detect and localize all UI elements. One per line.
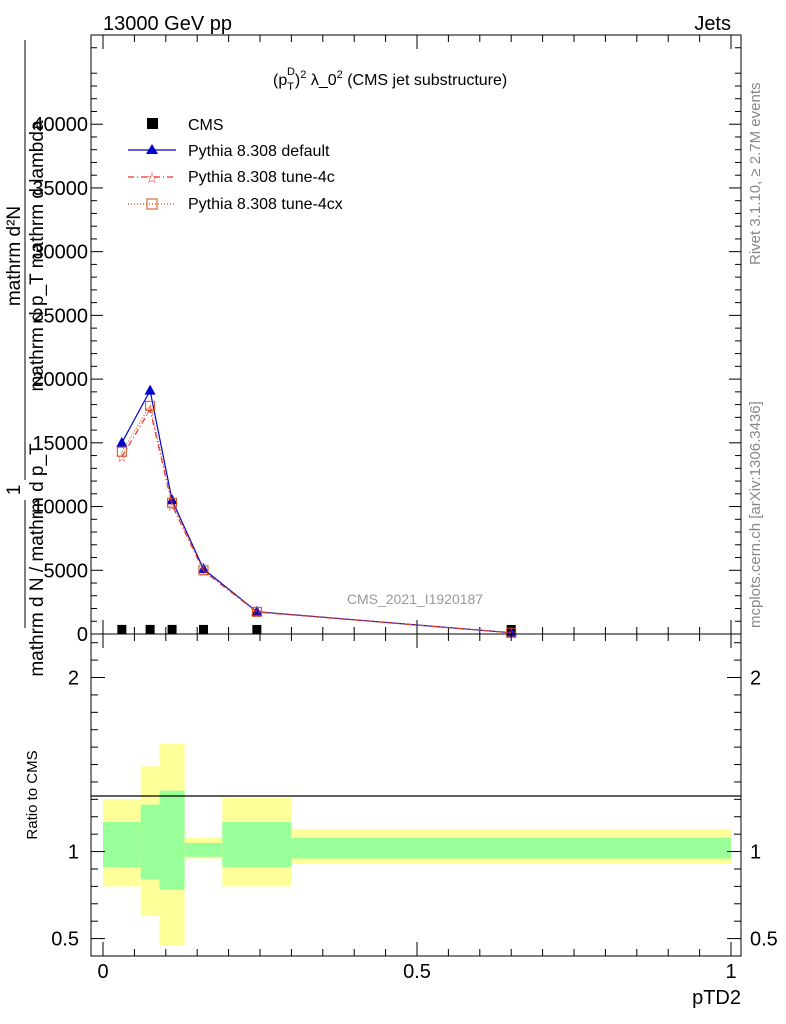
- ratio-ytick-label-right: 2: [750, 668, 761, 690]
- data-point-default: [251, 605, 263, 616]
- series-layer: ☆☆☆☆☆☆: [116, 384, 517, 641]
- data-point-tune4c: ☆: [144, 402, 157, 418]
- ratio-y-axis: 0.5 0.5 1 1 2 2: [51, 642, 778, 951]
- header-right: Jets: [694, 13, 731, 35]
- series-line-default: [121, 388, 512, 634]
- data-point-tune4cx: [145, 400, 156, 411]
- ratio-band-inner: [184, 842, 223, 857]
- ratio-ytick-label: 1: [68, 842, 79, 864]
- ratio-x-axis: 0 0.5 1: [97, 634, 737, 983]
- ratio-band-inner: [103, 821, 141, 868]
- analysis-watermark: CMS_2021_I1920187: [347, 591, 483, 607]
- ratio-ytick-label-right: 1: [750, 842, 761, 864]
- ratio-band-inner: [159, 790, 185, 890]
- data-point-cms: [252, 624, 262, 634]
- legend-marker-tune4c: ☆: [145, 170, 158, 187]
- data-point-tune4cx: [251, 606, 262, 617]
- ratio-bands: [103, 743, 731, 946]
- legend-marker-default: [146, 144, 158, 154]
- rivet-version-label: Rivet 3.1.10, ≥ 2.7M events: [747, 83, 764, 266]
- legend-label-cms: CMS: [188, 117, 224, 134]
- main-plot: 0 5000 10000 15000 20000 25000 30000 35000 40000…: [32, 34, 742, 646]
- ratio-band-inner: [291, 837, 731, 859]
- main-ytick-label: 30000: [32, 242, 88, 264]
- data-point-tune4cx: [116, 446, 127, 457]
- main-ytick-label: 35000: [32, 178, 88, 200]
- data-point-default: [197, 563, 209, 574]
- data-point-cms: [167, 624, 177, 634]
- ylabel-prefactor-num: 1: [4, 485, 25, 496]
- ratio-ytick-label: 2: [68, 668, 79, 690]
- series-cms: [117, 624, 516, 634]
- xtick-label: 0.5: [403, 961, 431, 983]
- ylabel-denominator: mathrm d p_T mathrm d lambda: [27, 120, 48, 391]
- ratio-band-inner: [140, 804, 160, 880]
- data-point-cms: [145, 624, 155, 634]
- legend-marker-tune4cx: [146, 198, 158, 210]
- data-point-cms: [117, 624, 127, 634]
- data-point-tune4cx: [167, 497, 178, 508]
- legend-label-tune4cx: Pythia 8.308 tune-4cx: [188, 196, 343, 213]
- main-ytick-label: 40000: [32, 114, 88, 136]
- data-point-tune4c: ☆: [166, 497, 179, 513]
- legend-marker-cms: [147, 118, 158, 129]
- legend-label-tune4c: Pythia 8.308 tune-4c: [188, 169, 335, 186]
- data-point-default: [116, 436, 128, 447]
- ratio-y-axis-label: Ratio to CMS: [24, 750, 41, 839]
- legend-label-default: Pythia 8.308 default: [188, 143, 330, 160]
- ratio-ytick-label: 0.5: [51, 929, 79, 951]
- data-point-default: [144, 384, 156, 395]
- main-ytick-label: 20000: [32, 369, 88, 391]
- main-ytick-label: 25000: [32, 305, 88, 327]
- main-ytick-label: 15000: [32, 433, 88, 455]
- ratio-plot-frame: [90, 633, 742, 957]
- data-point-tune4cx: [198, 565, 209, 576]
- main-ytick-label: 10000: [32, 497, 88, 519]
- main-x-ticks: [102, 35, 732, 634]
- data-point-default: [166, 494, 178, 505]
- main-y-axis: 0 5000 10000 15000 20000 25000 30000 35000 40000: [32, 34, 741, 646]
- x-axis-label: pTD2: [692, 987, 741, 1009]
- main-ytick-label: 5000: [44, 560, 89, 582]
- main-y-axis-label: mathrm d²N mathrm d p_T mathrm d lambda …: [4, 40, 48, 677]
- main-ytick-label: 0: [77, 624, 88, 646]
- data-point-tune4c: ☆: [116, 449, 129, 465]
- header-left: 13000 GeV pp: [103, 13, 232, 35]
- legend: CMS Pythia 8.308 default ☆ Pythia 8.308 …: [128, 117, 343, 213]
- ylabel-prefactor-den: mathrm d N / mathrm d p_T: [27, 443, 48, 677]
- data-point-cms: [198, 624, 208, 634]
- xtick-label: 1: [725, 961, 736, 983]
- ratio-plot: 0.5 0.51 12 2 0 0.5 1 Ratio to CMS pTD2: [24, 633, 778, 1009]
- ylabel-numerator: mathrm d²N: [4, 206, 25, 306]
- ratio-ytick-label-right: 0.5: [750, 929, 778, 951]
- series-tune4cx: [116, 400, 517, 638]
- xtick-label: 0: [97, 961, 108, 983]
- plot-title: (pTD)2 λ_02 (CMS jet substructure): [273, 66, 507, 93]
- mcplots-label: mcplots.cern.ch [arXiv:1306.3436]: [747, 401, 764, 628]
- ratio-band-inner: [222, 821, 292, 868]
